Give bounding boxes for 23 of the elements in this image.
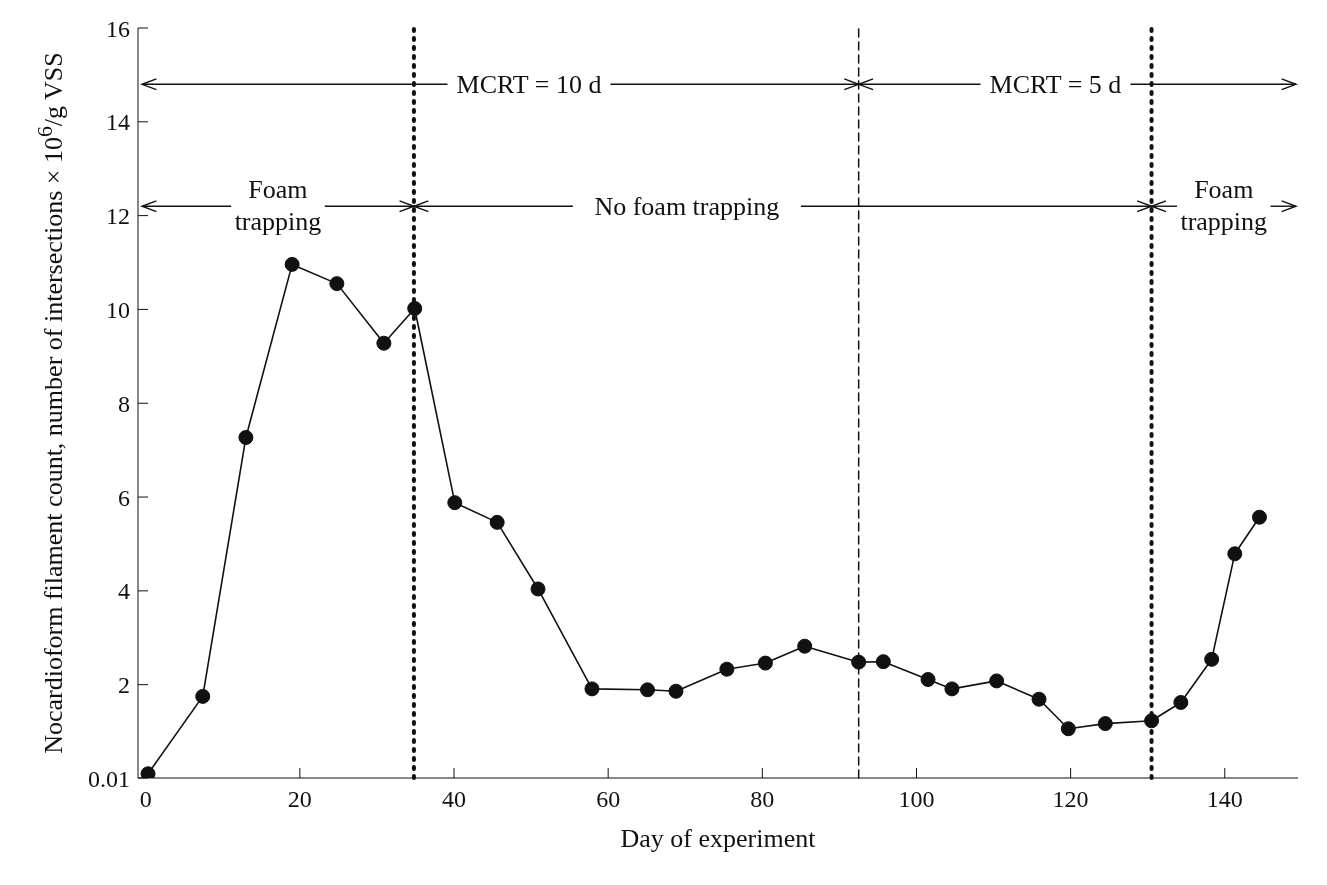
x-tick-label: 100 <box>898 786 935 813</box>
y-tick-label: 14 <box>106 109 130 136</box>
y-tick-label: 0.01 <box>88 765 130 792</box>
x-tick-label: 20 <box>287 786 312 813</box>
x-tick-label: 80 <box>750 786 775 813</box>
y-tick-label: 12 <box>106 203 130 230</box>
x-tick-label: 140 <box>1206 786 1243 813</box>
x-tick-label: 120 <box>1052 786 1089 813</box>
x-tick-label: 0 <box>139 786 152 813</box>
y-tick-label: 16 <box>106 15 130 42</box>
annotation: Foam trapping <box>1180 175 1268 237</box>
annotation: No foam trapping <box>594 192 780 222</box>
x-axis-title: Day of experiment <box>619 823 817 855</box>
y-tick-label: 6 <box>118 484 130 511</box>
annotation: Foam trapping <box>234 175 322 237</box>
y-tick-label: 8 <box>118 390 130 417</box>
x-tick-label: 60 <box>596 786 621 813</box>
y-tick-label: 2 <box>118 672 130 699</box>
y-tick-label: 10 <box>106 296 130 323</box>
x-tick-label: 40 <box>442 786 467 813</box>
y-tick-label: 4 <box>118 578 130 605</box>
annotation: MCRT = 10 d <box>456 70 602 100</box>
annotation: MCRT = 5 d <box>989 70 1122 100</box>
